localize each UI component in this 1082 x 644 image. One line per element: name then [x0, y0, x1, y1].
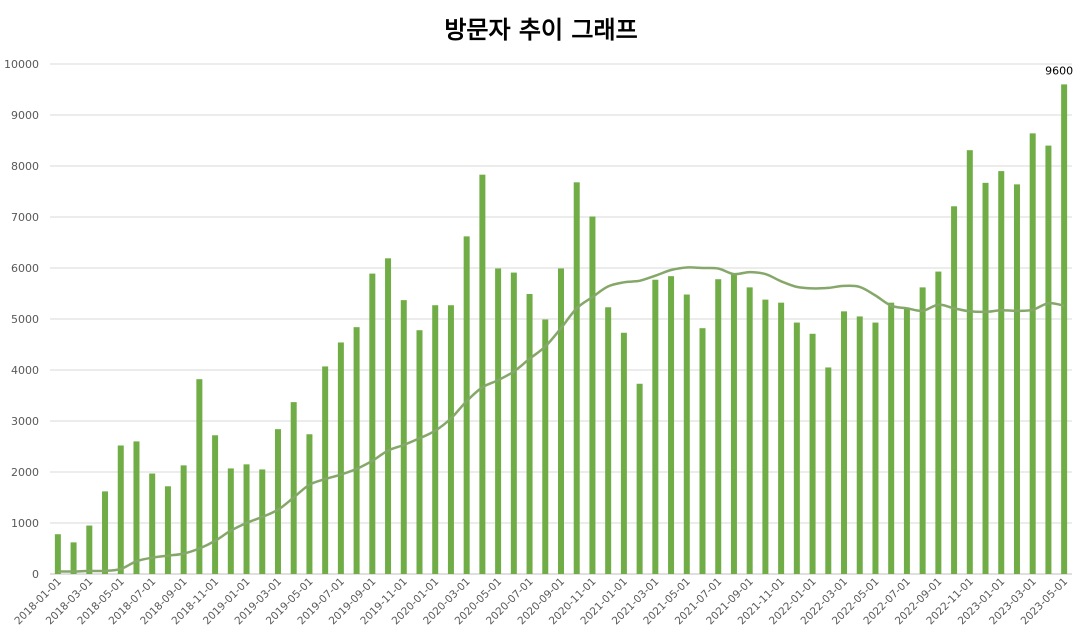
bar — [290, 402, 297, 574]
bar — [102, 491, 109, 574]
bar — [683, 294, 690, 574]
bar — [1061, 84, 1068, 575]
bar — [793, 322, 800, 574]
bar — [369, 273, 376, 574]
chart-title: 방문자 추이 그래프 — [444, 16, 638, 44]
bar — [730, 274, 737, 574]
bar — [935, 271, 942, 574]
bar — [212, 435, 219, 574]
bar — [416, 330, 423, 574]
bar — [1045, 145, 1052, 574]
bar — [385, 258, 392, 574]
y-tick-label: 10000 — [4, 58, 39, 71]
bar — [589, 216, 596, 575]
bar — [510, 272, 517, 574]
bar — [117, 445, 124, 574]
bar — [447, 305, 454, 574]
bar — [841, 311, 848, 574]
bar — [998, 171, 1005, 574]
bar — [872, 322, 879, 574]
trend-line — [57, 266, 1065, 573]
bar — [809, 333, 816, 574]
bar — [479, 174, 486, 575]
bar — [70, 542, 77, 574]
bar — [243, 464, 250, 574]
y-tick-label: 5000 — [11, 313, 39, 326]
bar — [526, 294, 533, 574]
bar — [888, 302, 895, 574]
y-tick-label: 0 — [32, 568, 39, 581]
bar — [652, 279, 659, 574]
y-tick-label: 6000 — [11, 262, 39, 275]
bar — [133, 441, 140, 574]
bar — [746, 287, 753, 574]
bar — [353, 327, 360, 574]
bar — [495, 268, 502, 574]
bar — [825, 367, 832, 574]
bar — [856, 316, 863, 574]
bar — [1029, 133, 1036, 575]
bar — [86, 525, 93, 574]
bar — [903, 308, 910, 574]
y-tick-label: 4000 — [11, 364, 39, 377]
bar — [762, 299, 769, 574]
bar — [573, 182, 580, 574]
y-tick-label: 3000 — [11, 415, 39, 428]
bar — [463, 236, 470, 574]
bar — [620, 332, 627, 574]
bar — [966, 150, 973, 574]
bar — [1013, 184, 1020, 575]
bar — [715, 279, 722, 574]
bar — [636, 383, 643, 574]
y-tick-label: 7000 — [11, 211, 39, 224]
bar — [274, 429, 281, 574]
bar — [542, 319, 549, 574]
data-label: 9600 — [1045, 64, 1073, 77]
bar — [605, 307, 612, 574]
bar — [558, 268, 564, 574]
y-tick-label: 8000 — [11, 160, 39, 173]
bar — [196, 379, 203, 574]
bar — [149, 473, 156, 574]
bar — [432, 305, 439, 574]
bar — [227, 468, 234, 574]
bar — [919, 287, 926, 574]
bar — [259, 469, 266, 574]
bar — [164, 486, 171, 574]
bar — [668, 276, 675, 574]
bar — [180, 465, 187, 574]
bar — [982, 182, 989, 574]
bar — [699, 328, 706, 574]
bar — [951, 206, 958, 575]
bar — [400, 300, 407, 574]
y-tick-label: 2000 — [11, 466, 39, 479]
bar — [306, 434, 313, 574]
bar — [337, 342, 344, 574]
y-tick-label: 9000 — [11, 109, 39, 122]
bar — [54, 534, 61, 574]
bar — [778, 302, 785, 574]
bar — [322, 366, 329, 574]
y-tick-label: 1000 — [11, 517, 39, 530]
